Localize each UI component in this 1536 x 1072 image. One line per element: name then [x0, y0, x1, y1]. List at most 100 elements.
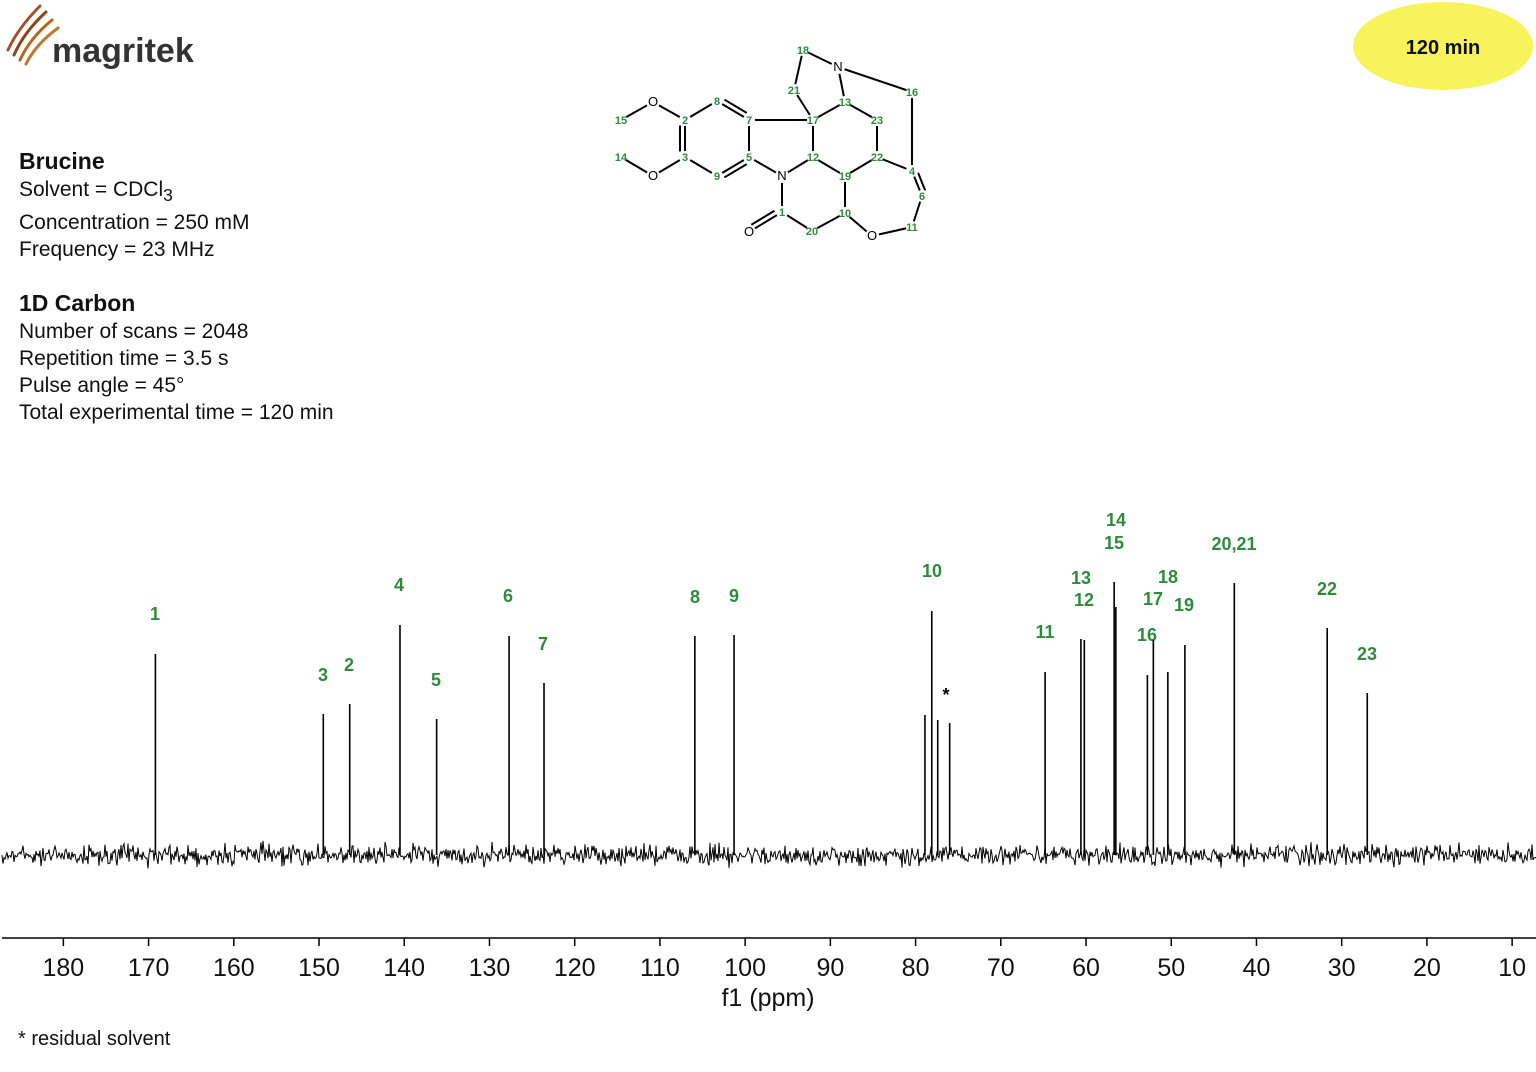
- atom-bg: [807, 151, 819, 163]
- atom-bg: [807, 114, 819, 126]
- bond: [684, 100, 718, 121]
- atom-label: 8: [714, 96, 720, 108]
- atom-label: 14: [615, 152, 628, 164]
- atom-bg: [871, 114, 883, 126]
- x-tick-label: 50: [1157, 954, 1185, 982]
- x-tick-label: 30: [1328, 954, 1356, 982]
- peak-label: 15: [1104, 533, 1124, 553]
- atom-label: 4: [909, 166, 916, 178]
- atom-label: 6: [919, 191, 925, 203]
- x-tick-label: 10: [1498, 954, 1526, 982]
- bond: [716, 100, 750, 121]
- x-tick-label: 120: [554, 954, 596, 982]
- atom-label: 12: [807, 152, 819, 164]
- atom-label: 15: [615, 115, 627, 127]
- atom-bg: [743, 114, 755, 126]
- peak-label: 16: [1137, 625, 1157, 645]
- x-tick-label: 70: [987, 954, 1015, 982]
- x-tick-label: 60: [1072, 954, 1100, 982]
- bond: [811, 212, 846, 232]
- peak-label: 22: [1317, 579, 1337, 599]
- peak-label: 6: [503, 586, 513, 606]
- badge-text: 120 min: [1406, 37, 1480, 59]
- experiment: 1D Carbon: [19, 290, 136, 317]
- x-tick-label: 130: [469, 954, 511, 982]
- atom-label: 13: [839, 97, 851, 109]
- peak-label: 4: [394, 575, 404, 595]
- x-tick-label: 140: [383, 954, 425, 982]
- peak-label: 23: [1357, 644, 1377, 664]
- atom-label: 5: [746, 152, 752, 164]
- info-line: Frequency = 23 MHz: [19, 238, 215, 262]
- atom-label: O: [744, 224, 754, 239]
- atom-bg: [906, 86, 918, 98]
- compound: Brucine: [19, 148, 105, 174]
- peak-label: 9: [729, 586, 739, 606]
- info-line: Pulse angle = 45°: [19, 374, 185, 398]
- bond: [793, 49, 804, 91]
- atom-bg: [839, 170, 851, 182]
- atom-label: 22: [871, 152, 883, 164]
- atom-bg: [906, 221, 918, 233]
- atom-label: 23: [871, 115, 883, 127]
- info: Brucine Solvent = CDCl3 Concentration = …: [19, 148, 334, 426]
- double-bond: [723, 163, 748, 179]
- peak-label: 17: [1143, 589, 1163, 609]
- bond: [837, 66, 913, 93]
- peak-label: 5: [431, 670, 441, 690]
- peak-label: 8: [690, 587, 700, 607]
- info-line: Concentration = 250 mM: [19, 211, 250, 235]
- peak-label: 7: [538, 634, 548, 654]
- bond: [812, 101, 846, 121]
- atom-label: 11: [906, 222, 918, 234]
- atom-bg: [646, 95, 660, 109]
- x-tick-label: 110: [640, 954, 680, 982]
- atom-label: 16: [906, 87, 918, 99]
- peak-label: 20,21: [1211, 534, 1256, 554]
- peak-label: 11: [1035, 622, 1054, 642]
- logo-swoosh: [6, 4, 60, 66]
- atom-label: O: [867, 228, 877, 243]
- x-tick-label: 20: [1413, 954, 1441, 982]
- x-tick-label: 80: [902, 954, 930, 982]
- atom-bg: [906, 165, 918, 177]
- atom-bg: [831, 60, 845, 74]
- double-bond: [723, 98, 748, 114]
- x-tick-label: 100: [724, 954, 766, 982]
- atom-bg: [711, 95, 723, 107]
- atom-bg: [916, 190, 928, 202]
- x-tick-label: 40: [1243, 954, 1271, 982]
- x-tick-label: 150: [298, 954, 340, 982]
- peak-label: 2: [344, 655, 354, 675]
- atom-bg: [776, 206, 788, 218]
- atom-bg: [615, 151, 627, 163]
- atom-bg: [743, 151, 755, 163]
- atom-bg: [615, 114, 627, 126]
- atom-label: N: [833, 59, 842, 74]
- peak-label: 1: [150, 604, 160, 624]
- atom-label: 3: [682, 152, 688, 164]
- x-axis-label: f1 (ppm): [721, 984, 814, 1012]
- x-tick-label: 180: [43, 954, 85, 982]
- atom-label: N: [777, 168, 786, 183]
- atom-bg: [646, 169, 660, 183]
- atom-bg: [839, 96, 851, 108]
- atom-bg: [871, 151, 883, 163]
- bond: [812, 156, 846, 177]
- peak-label: 3: [318, 665, 328, 685]
- atom-bg: [679, 114, 691, 126]
- atom-bg: [839, 207, 851, 219]
- atom-bg: [742, 225, 756, 239]
- x-tick-label: 90: [816, 954, 844, 982]
- atom-bg: [865, 229, 879, 243]
- atom-bg: [788, 84, 800, 96]
- bond: [844, 156, 878, 177]
- double-bond: [917, 172, 927, 191]
- peak-label: 18: [1158, 567, 1178, 587]
- peak-label: 12: [1074, 590, 1094, 610]
- atom-label: O: [648, 168, 658, 183]
- atom-label: 2: [682, 115, 688, 127]
- atom-label: 20: [806, 226, 818, 238]
- footnote: * residual solvent: [18, 1028, 171, 1050]
